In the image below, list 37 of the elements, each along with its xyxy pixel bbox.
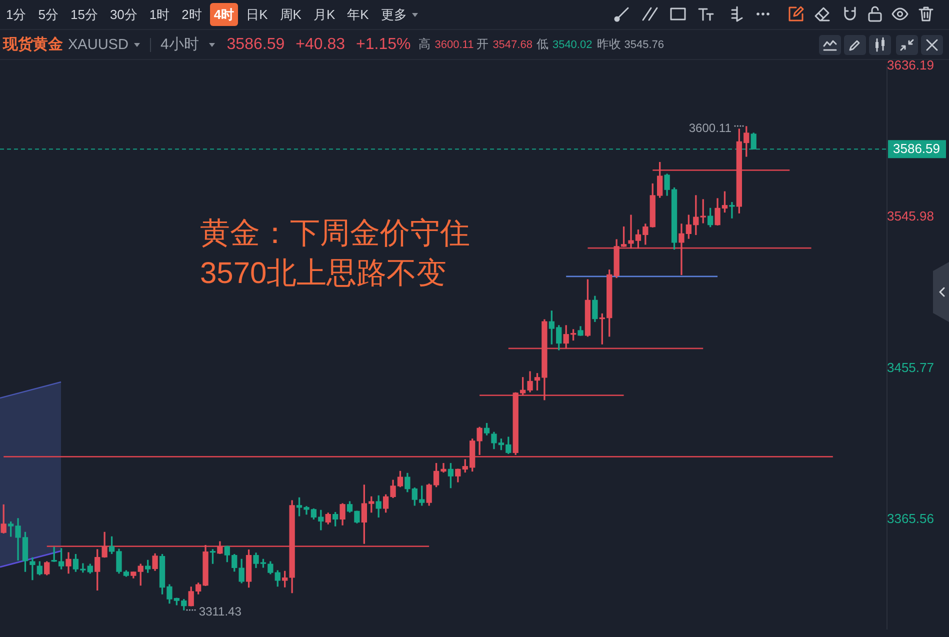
text: 3547.68 [492,38,532,50]
annotation: 3570北上思路不变 [200,256,448,292]
text: 3540.02 [552,38,592,50]
chart-title: 现货黄金 [3,35,63,54]
text: 高 [418,36,431,53]
text: 更多 [380,6,408,24]
text: 15分 [69,6,99,24]
annotation: 黄金：下周金价守住 [200,216,470,252]
text: 年K [346,6,370,24]
text: 日K [245,6,269,24]
y-tick-label: 3455.77 [886,360,934,375]
text: 4小时 [160,35,199,54]
y-tick-label: 3636.19 [886,58,934,73]
text: 5分 [37,6,60,24]
text: 低 [536,36,548,53]
text: 1时 [148,6,171,24]
text: 3600.11 [434,38,474,50]
text: 3545.76 [624,38,664,50]
text: 1分 [5,6,28,24]
text: 3586.59 [226,36,285,54]
text: +40.83 [296,36,346,54]
annotation: 3311.43 [198,604,242,618]
text: 月K [312,6,336,24]
text: 2时 [180,6,203,24]
y-tick-label: 3365.56 [886,510,934,526]
annotation: 3600.11 [688,120,732,135]
text: 开 [476,36,489,53]
text: +1.15% [356,36,411,54]
ref-line-label: 3586.59 [893,141,940,156]
text: 昨收 [597,36,622,53]
text: 4时 [210,3,238,26]
candlestick [729,202,735,218]
text: 30分 [108,6,138,24]
text: 周K [278,6,302,24]
chart-subtitle: XAUUSD [68,36,128,52]
y-tick-label: 3545.98 [886,208,934,224]
candlestick [30,557,36,580]
